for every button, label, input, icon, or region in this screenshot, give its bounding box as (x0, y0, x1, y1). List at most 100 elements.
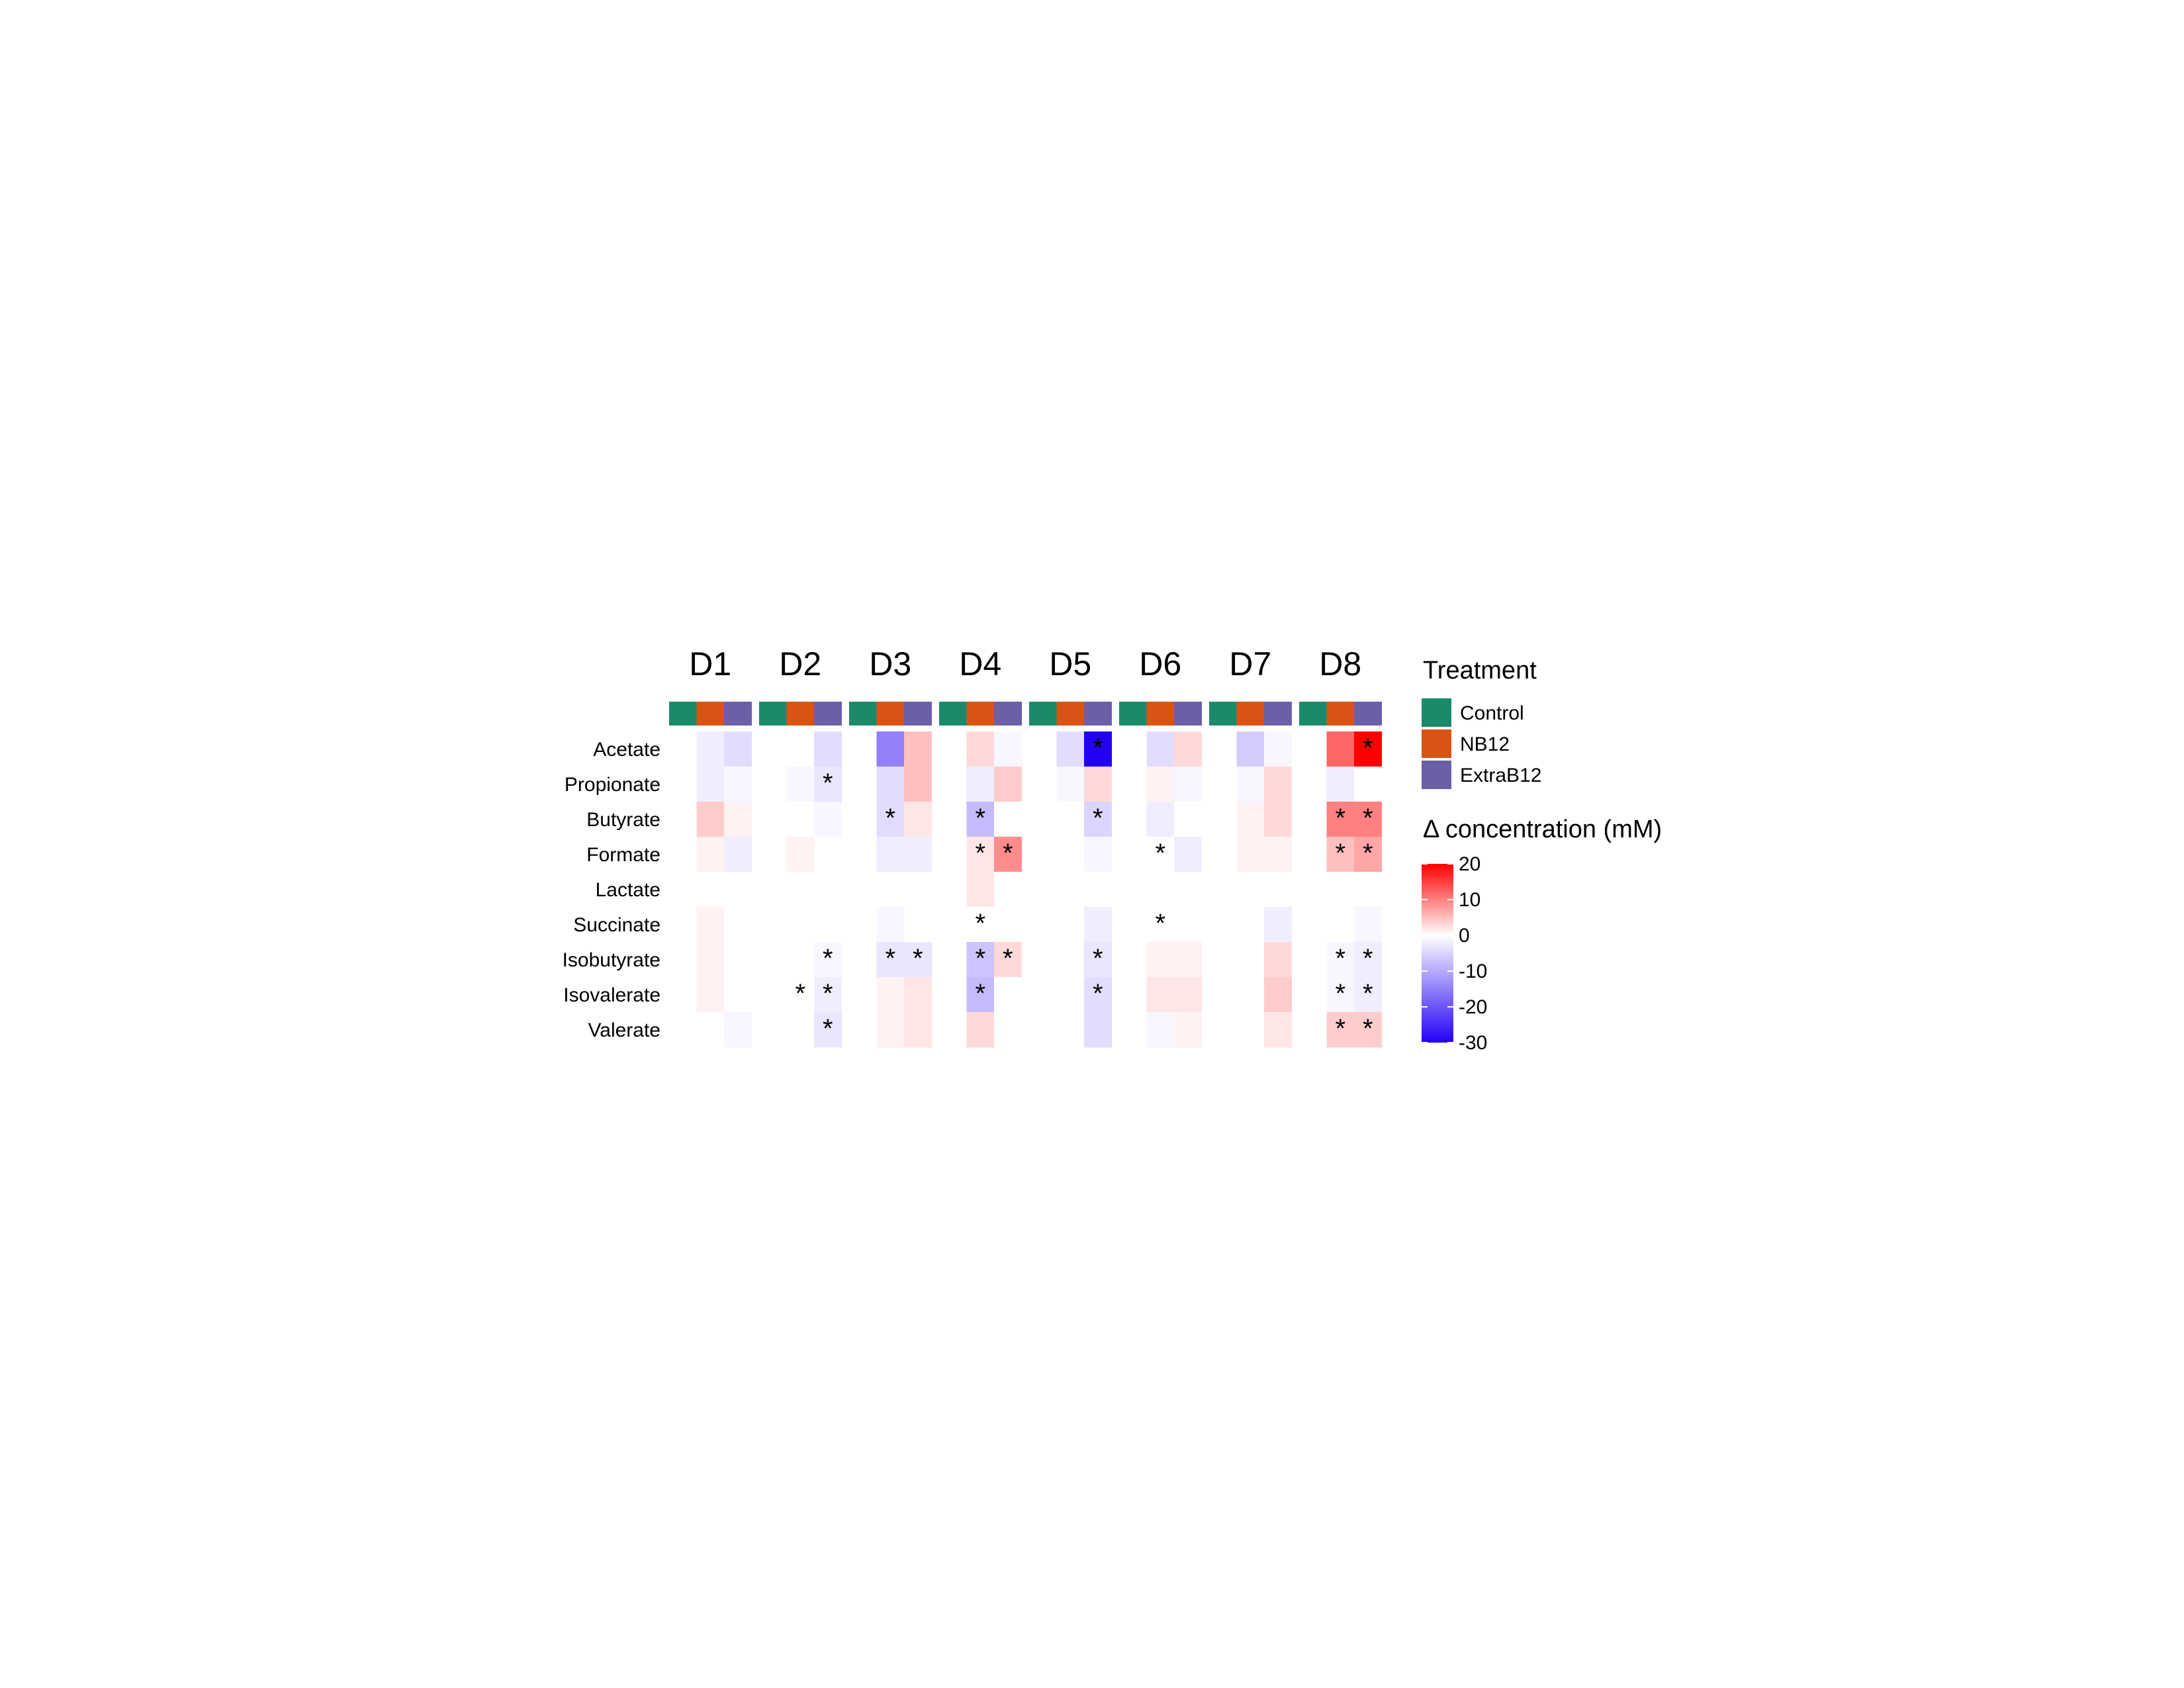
legend-label-extrab12: ExtraB12 (1460, 765, 1541, 786)
heatmap-cell (1354, 977, 1382, 1013)
heatmap-cell (1084, 907, 1112, 943)
significance-star: * (1093, 944, 1103, 973)
heatmap-cell (1264, 872, 1292, 908)
heatmap-cell (786, 767, 815, 802)
heatmap-cell (1174, 977, 1202, 1013)
heatmap-cell (876, 731, 905, 767)
heatmap-cell (814, 907, 842, 943)
row-label-succinate: Succinate (573, 914, 660, 936)
heatmap-cell (786, 907, 815, 943)
significance-star: * (795, 979, 805, 1008)
heatmap-cell (849, 942, 877, 978)
heatmap-cell (786, 837, 815, 872)
heatmap-cell (966, 837, 995, 872)
colorbar-tick-label: 0 (1459, 925, 1470, 947)
heatmap-cell (1236, 942, 1265, 978)
heatmap-cell (1174, 731, 1202, 767)
heatmap-cell (904, 872, 932, 908)
significance-star: * (885, 944, 895, 973)
colorbar-tick-label: -20 (1459, 996, 1487, 1018)
heatmap-cell (814, 767, 842, 802)
significance-star: * (975, 839, 985, 868)
significance-star: * (975, 979, 985, 1008)
heatmap-cell (1029, 731, 1057, 767)
heatmap-cell (724, 802, 752, 837)
heatmap-cell (1209, 802, 1237, 837)
heatmap-cell (994, 837, 1022, 872)
heatmap-cell (1056, 977, 1085, 1013)
heatmap-cell (1146, 731, 1175, 767)
heatmap-cell (696, 977, 725, 1013)
heatmap-cell (1084, 802, 1112, 837)
heatmap-cell (1209, 942, 1237, 978)
heatmap-cell (904, 1012, 932, 1048)
heatmap-cell (904, 837, 932, 872)
annotation-d6-nb12 (1146, 702, 1175, 726)
heatmap-cell (1354, 872, 1382, 908)
row-label-isovalerate: Isovalerate (563, 984, 660, 1006)
heatmap-cell (939, 872, 967, 908)
heatmap-cell (814, 837, 842, 872)
annotation-d8-nb12 (1326, 702, 1355, 726)
heatmap-cell (696, 907, 725, 943)
heatmap-cell (1236, 837, 1265, 872)
heatmap-cell (1056, 731, 1085, 767)
row-label-acetate: Acetate (593, 739, 660, 761)
significance-star: * (823, 979, 833, 1008)
heatmap-cell (1299, 907, 1327, 943)
heatmap-cell (1236, 767, 1265, 802)
heatmap-cell (814, 872, 842, 908)
heatmap-cell (1326, 977, 1355, 1013)
annotation-d2-control (759, 702, 787, 726)
heatmap-cell (1264, 767, 1292, 802)
significance-star: * (975, 909, 985, 938)
annotation-d5-nb12 (1056, 702, 1085, 726)
heatmap-cell (724, 977, 752, 1013)
heatmap-cell (966, 942, 995, 978)
column-header-d3: D3 (869, 645, 911, 682)
heatmap-cell (1264, 731, 1292, 767)
significance-star: * (1335, 839, 1345, 868)
heatmap-cell (786, 977, 815, 1013)
heatmap-cells (669, 731, 1382, 1048)
column-header-d7: D7 (1229, 645, 1271, 682)
colorbar-tick-label: -30 (1459, 1032, 1487, 1054)
heatmap-cell (994, 942, 1022, 978)
heatmap-cell (904, 907, 932, 943)
heatmap-cell (994, 907, 1022, 943)
heatmap-cell (939, 1012, 967, 1048)
heatmap-cell (904, 977, 932, 1013)
heatmap-cell (759, 907, 787, 943)
heatmap-cell (1264, 977, 1292, 1013)
heatmap-cell (1146, 1012, 1175, 1048)
column-headers: D1 D2 D3 D4 D5 D6 D7 D8 (689, 645, 1361, 682)
heatmap-cell (1029, 942, 1057, 978)
heatmap-cell (1326, 767, 1355, 802)
heatmap-cell (1264, 802, 1292, 837)
significance-star: * (1363, 944, 1373, 973)
colorbar-tick-label: 20 (1459, 853, 1480, 875)
heatmap-cell (696, 1012, 725, 1048)
heatmap-cell (939, 837, 967, 872)
heatmap-cell (696, 731, 725, 767)
annotation-d4-control (939, 702, 967, 726)
heatmap-cell (1326, 907, 1355, 943)
heatmap-cell (1299, 731, 1327, 767)
heatmap-cell (994, 872, 1022, 908)
heatmap-cell (1029, 802, 1057, 837)
heatmap-cell (759, 872, 787, 908)
heatmap-cell (1354, 1012, 1382, 1048)
heatmap-cell (1299, 767, 1327, 802)
heatmap-cell (904, 802, 932, 837)
annotation-d6-extrab12 (1174, 702, 1202, 726)
annotation-d5-extrab12 (1084, 702, 1112, 726)
annotation-d8-control (1299, 702, 1327, 726)
heatmap-cell (1056, 767, 1085, 802)
significance-star: * (823, 944, 833, 973)
heatmap-cell (1354, 942, 1382, 978)
heatmap-cell (759, 802, 787, 837)
heatmap-cell (669, 942, 697, 978)
heatmap-cell (1209, 1012, 1237, 1048)
treatment-legend-items: Control NB12 ExtraB12 (1422, 698, 1541, 789)
legend-swatch-control (1422, 698, 1451, 727)
